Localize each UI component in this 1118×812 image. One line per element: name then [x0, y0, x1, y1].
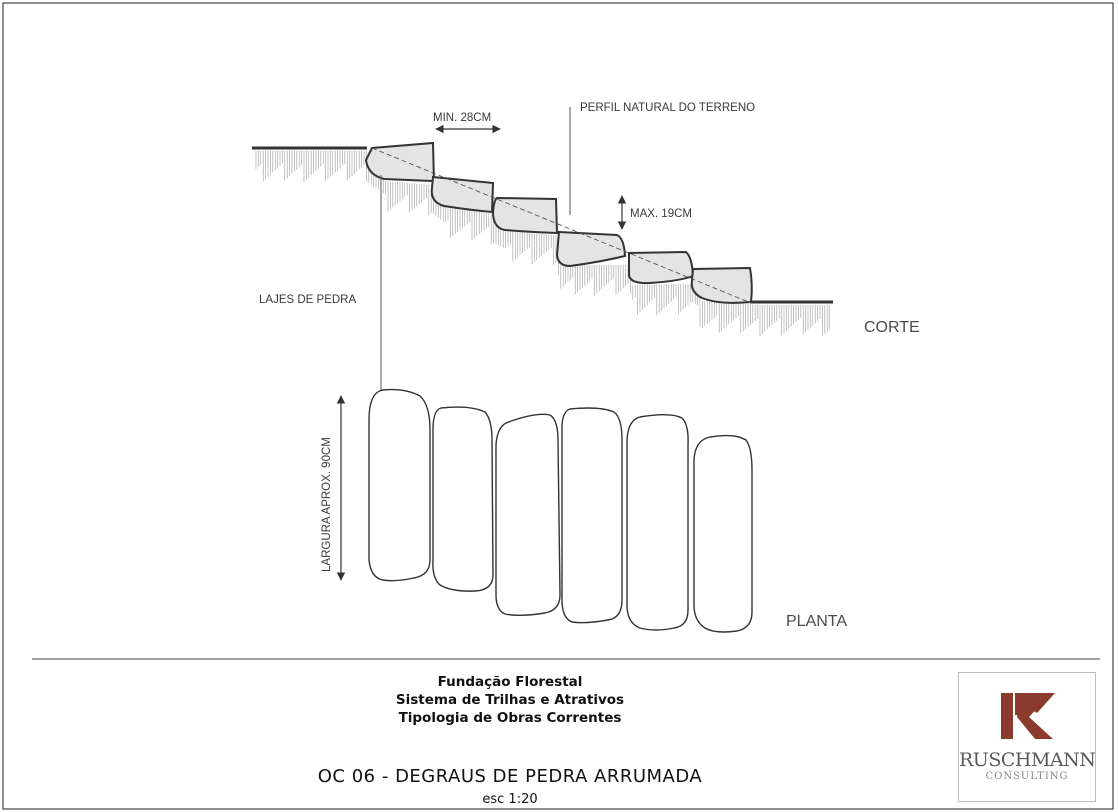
- max-riser-label: MAX. 19CM: [630, 208, 692, 220]
- logo-company-name: RUSCHMANN: [959, 749, 1096, 771]
- width-label: LARGURA APROX. 90CM: [321, 437, 333, 572]
- logo-company-subtitle: CONSULTING: [985, 771, 1069, 782]
- ground-lines: [252, 146, 833, 304]
- sheet-title: OC 06 - DEGRAUS DE PEDRA ARRUMADA: [317, 766, 703, 787]
- plan-stone: [626, 414, 689, 631]
- min-tread-label: MIN. 28CM: [433, 112, 491, 124]
- section-stone: [690, 266, 753, 304]
- organization-name: Fundação Florestal: [437, 674, 583, 690]
- plan-stones: [368, 388, 753, 633]
- plan-stone: [432, 406, 494, 592]
- section-stone: [555, 230, 627, 268]
- plan-stone: [561, 407, 623, 624]
- section-stone: [430, 175, 495, 214]
- stone-slabs-label: LAJES DE PEDRA: [259, 294, 356, 306]
- section-stones: [364, 141, 753, 304]
- category-name: Tipologia de Obras Correntes: [398, 710, 622, 726]
- logo-mark-icon: [1001, 693, 1055, 739]
- drawing-scale: esc 1:20: [482, 792, 538, 807]
- section-stone: [364, 141, 435, 184]
- natural-terrain-dashed-line: [371, 147, 752, 304]
- soil-hatching: [255, 151, 830, 336]
- section-stone: [491, 196, 559, 235]
- section-view-label: CORTE: [864, 319, 920, 336]
- plan-view-label: PLANTA: [786, 613, 847, 630]
- plan-stone: [368, 388, 431, 582]
- plan-stone: [693, 434, 753, 633]
- program-name: Sistema de Trilhas e Atrativos: [395, 692, 625, 708]
- section-stone: [628, 250, 695, 285]
- terrain-profile-label: PERFIL NATURAL DO TERRENO: [580, 102, 755, 114]
- company-logo: RUSCHMANN CONSULTING: [958, 672, 1096, 802]
- plan-stone: [495, 413, 561, 616]
